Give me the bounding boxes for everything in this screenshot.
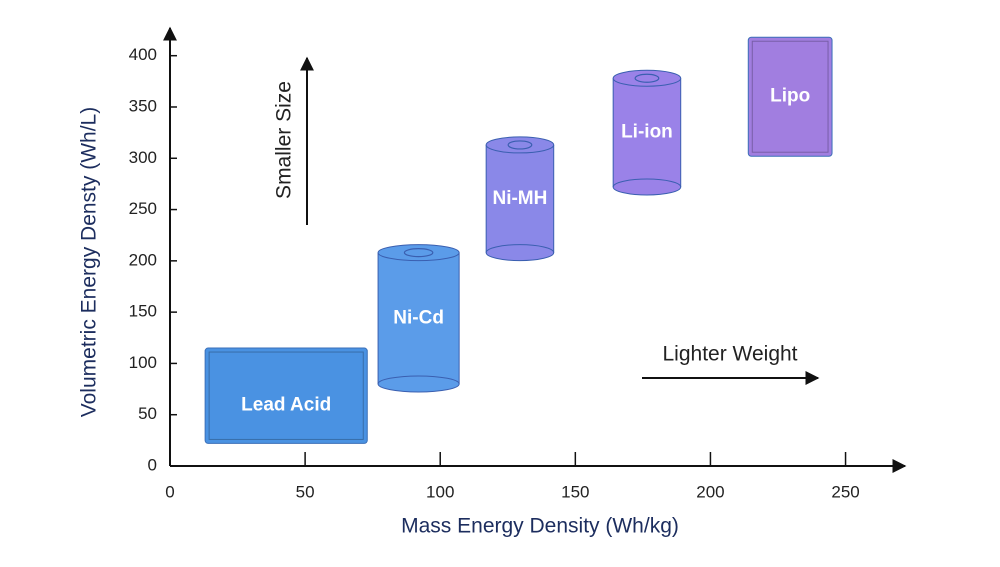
cylinder-cap: [634, 73, 660, 83]
x-axis-title: Mass Energy Density (Wh/kg): [401, 515, 679, 538]
x-tick-label: 150: [561, 482, 589, 501]
annotation: Lighter Weight: [662, 343, 797, 366]
box-detail: [208, 351, 364, 440]
cylinder-top: [612, 69, 682, 87]
range-cylinder: [486, 144, 554, 253]
box-detail: [751, 40, 829, 153]
x-tick-label: 250: [831, 482, 859, 501]
cylinder-top: [377, 244, 460, 262]
y-axis-title: Volumetric Energy Densty (Wh/L): [78, 107, 101, 417]
series-label: Ni-Cd: [393, 307, 444, 328]
y-tick-label: 100: [129, 353, 157, 372]
y-tick-label: 250: [129, 199, 157, 218]
y-tick-label: 400: [129, 45, 157, 64]
cylinder-bottom: [377, 375, 460, 393]
series-label: Lead Acid: [241, 394, 331, 415]
series-label: Ni-MH: [492, 188, 547, 209]
cylinder-bottom: [612, 178, 682, 196]
y-tick-label: 200: [129, 250, 157, 269]
y-tick-label: 50: [138, 404, 157, 423]
y-tick-label: 350: [129, 96, 157, 115]
y-tick-label: 300: [129, 148, 157, 167]
range-box: [204, 347, 368, 444]
range-box: [747, 36, 833, 157]
x-tick-label: 200: [696, 482, 724, 501]
cylinder-top: [485, 136, 555, 154]
range-cylinder: [378, 252, 460, 384]
x-tick-label: 100: [426, 482, 454, 501]
series-label: Lipo: [770, 86, 810, 107]
range-cylinder: [613, 78, 681, 187]
series-label: Li-ion: [621, 122, 673, 143]
x-tick-label: 0: [165, 482, 174, 501]
y-tick-label: 0: [148, 455, 157, 474]
x-tick-label: 50: [296, 482, 315, 501]
cylinder-bottom: [485, 244, 555, 262]
cylinder-cap: [403, 248, 434, 258]
annotation: Smaller Size: [273, 81, 296, 199]
y-tick-label: 150: [129, 302, 157, 321]
cylinder-cap: [507, 140, 533, 150]
